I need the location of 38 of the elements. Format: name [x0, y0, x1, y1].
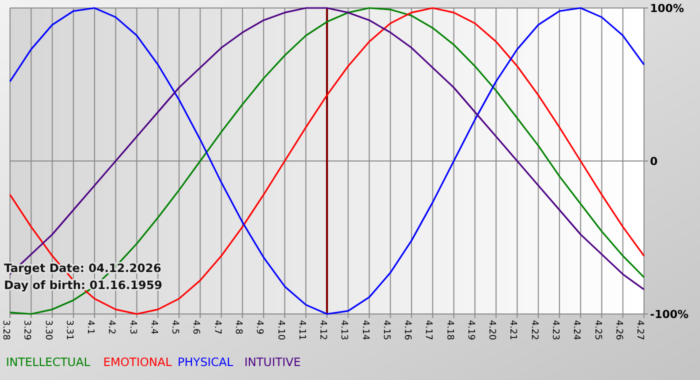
x-tick-label: 4.9: [254, 320, 264, 335]
x-tick-label: 4.1: [85, 320, 96, 334]
x-tick-label: 4.6: [190, 320, 201, 335]
x-tick-label: 3.29: [22, 320, 32, 340]
x-tick-label: 3.30: [42, 320, 53, 340]
text: INTUITIVE: [244, 355, 301, 369]
x-tick-label: 4.22: [528, 320, 539, 340]
x-tick-label: 4.13: [338, 320, 349, 340]
x-tick-label: 3.31: [64, 320, 74, 340]
x-tick-label: 4.2: [106, 320, 116, 334]
x-tick-label: 4.20: [486, 320, 497, 340]
x-tick-label: 3.28: [0, 320, 11, 340]
x-tick-label: 4.26: [613, 320, 624, 340]
x-tick-label: 4.24: [571, 320, 582, 340]
y-tick-label: 0: [650, 154, 658, 168]
x-tick-label: 4.16: [402, 320, 412, 340]
y-tick-label: 100%: [650, 2, 684, 15]
x-tick-label: 4.5: [170, 320, 180, 334]
x-tick-label: 4.4: [148, 320, 158, 335]
x-tick-label: 4.15: [380, 320, 391, 340]
text: EMOTIONAL: [103, 355, 172, 369]
x-tick-label: 4.12: [318, 320, 328, 340]
x-tick-label: 4.27: [634, 320, 645, 340]
x-tick-label: 4.21: [508, 320, 518, 340]
x-tick-label: 4.11: [296, 320, 306, 340]
text: PHYSICAL: [178, 355, 234, 369]
x-tick-label: 4.19: [465, 320, 476, 340]
x-tick-label: 4.17: [423, 320, 434, 340]
x-tick-label: 4.10: [275, 320, 286, 340]
x-tick-label: 4.23: [550, 320, 560, 340]
x-tick-label: 4.25: [592, 320, 602, 340]
text: INTELLECTUAL: [6, 355, 91, 369]
x-tick-label: 4.14: [360, 320, 370, 340]
y-tick-label: -100%: [650, 308, 689, 321]
x-tick-label: 4.18: [444, 320, 454, 340]
x-tick-label: 4.7: [212, 320, 222, 334]
x-tick-label: 4.8: [233, 320, 244, 335]
x-tick-label: 4.3: [127, 320, 138, 334]
